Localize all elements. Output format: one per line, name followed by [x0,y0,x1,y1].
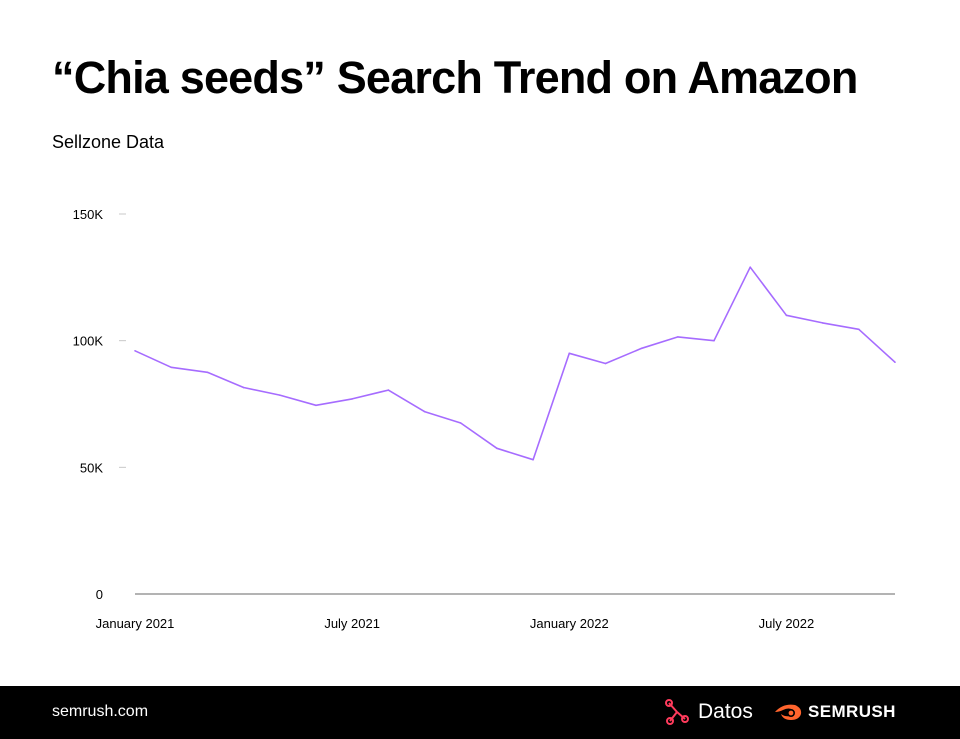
footer-bar: semrush.com Datos SEMRUSH [0,686,960,739]
data-point [423,410,426,413]
y-tick-label: 150K [73,207,104,222]
data-point [242,386,245,389]
data-point [858,328,860,331]
series-line [134,266,896,461]
data-point [387,389,390,391]
y-tick-label: 50K [80,460,103,475]
data-point [894,361,896,364]
data-point [496,447,498,450]
y-tick-label: 100K [73,334,104,349]
data-point [278,394,281,396]
datos-icon [665,699,689,725]
semrush-label: SEMRUSH [808,702,896,721]
chart-title: “Chia seeds” Search Trend on Amazon [52,52,858,103]
data-point [315,404,317,407]
x-tick-label: January 2021 [96,616,175,631]
x-tick-label: January 2022 [530,616,609,631]
data-point [170,366,172,369]
semrush-flame-icon [775,704,802,720]
data-point [713,339,715,342]
chart-subtitle: Sellzone Data [52,132,165,152]
datos-label: Datos [698,700,753,723]
data-point [785,314,788,317]
data-point [677,336,679,338]
x-tick-label: July 2022 [759,616,815,631]
data-point [351,398,353,400]
data-point [821,322,824,324]
footer-site-link[interactable]: semrush.com [52,703,149,720]
data-point [459,422,462,424]
data-point [568,352,571,355]
x-axis: January 2021 July 2021 January 2022 July 20… [96,593,895,631]
data-point [532,458,534,461]
semrush-logo: SEMRUSH [773,699,896,725]
data-point [749,266,752,269]
x-tick-label: July 2021 [324,616,380,631]
data-point [134,350,136,352]
data-point [604,362,607,365]
y-axis: 0 50K 100K 150K [73,207,126,602]
datos-logo: Datos [664,697,753,727]
data-point [640,347,643,350]
data-point [206,371,209,374]
y-tick-label: 0 [96,587,103,602]
series-group [134,266,896,461]
